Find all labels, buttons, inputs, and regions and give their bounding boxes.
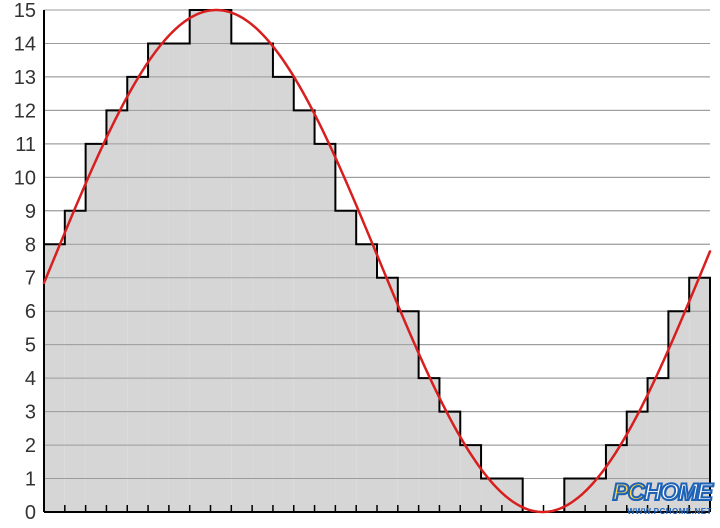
quantization-chart: 0123456789101112131415 PCHOME WWW.PCHOME… [0, 0, 720, 528]
bar [315, 144, 336, 512]
y-tick-label: 15 [14, 0, 36, 22]
bar [439, 412, 460, 512]
bar [211, 10, 232, 512]
y-tick-label: 12 [14, 100, 36, 122]
bar [335, 211, 356, 512]
y-tick-label: 5 [25, 335, 36, 357]
y-tick-label: 4 [25, 368, 36, 390]
bar [585, 479, 606, 512]
bar [190, 10, 211, 512]
bar [86, 144, 107, 512]
y-tick-label: 2 [25, 435, 36, 457]
y-tick-label: 9 [25, 201, 36, 223]
y-tick-label: 11 [15, 134, 36, 156]
bar [273, 77, 294, 512]
y-tick-label: 7 [25, 268, 36, 290]
y-tick-label: 10 [14, 167, 36, 189]
y-tick-label: 0 [25, 502, 36, 524]
bar [377, 278, 398, 512]
y-tick-label: 3 [25, 402, 36, 424]
y-tick-label: 13 [14, 67, 36, 89]
bar [65, 211, 86, 512]
bar [689, 278, 710, 512]
y-tick-label: 14 [14, 33, 36, 55]
chart-svg: 0123456789101112131415 [0, 0, 720, 528]
bar [127, 77, 148, 512]
y-tick-label: 1 [25, 469, 36, 491]
y-tick-label: 8 [25, 234, 36, 256]
y-tick-label: 6 [25, 301, 36, 323]
